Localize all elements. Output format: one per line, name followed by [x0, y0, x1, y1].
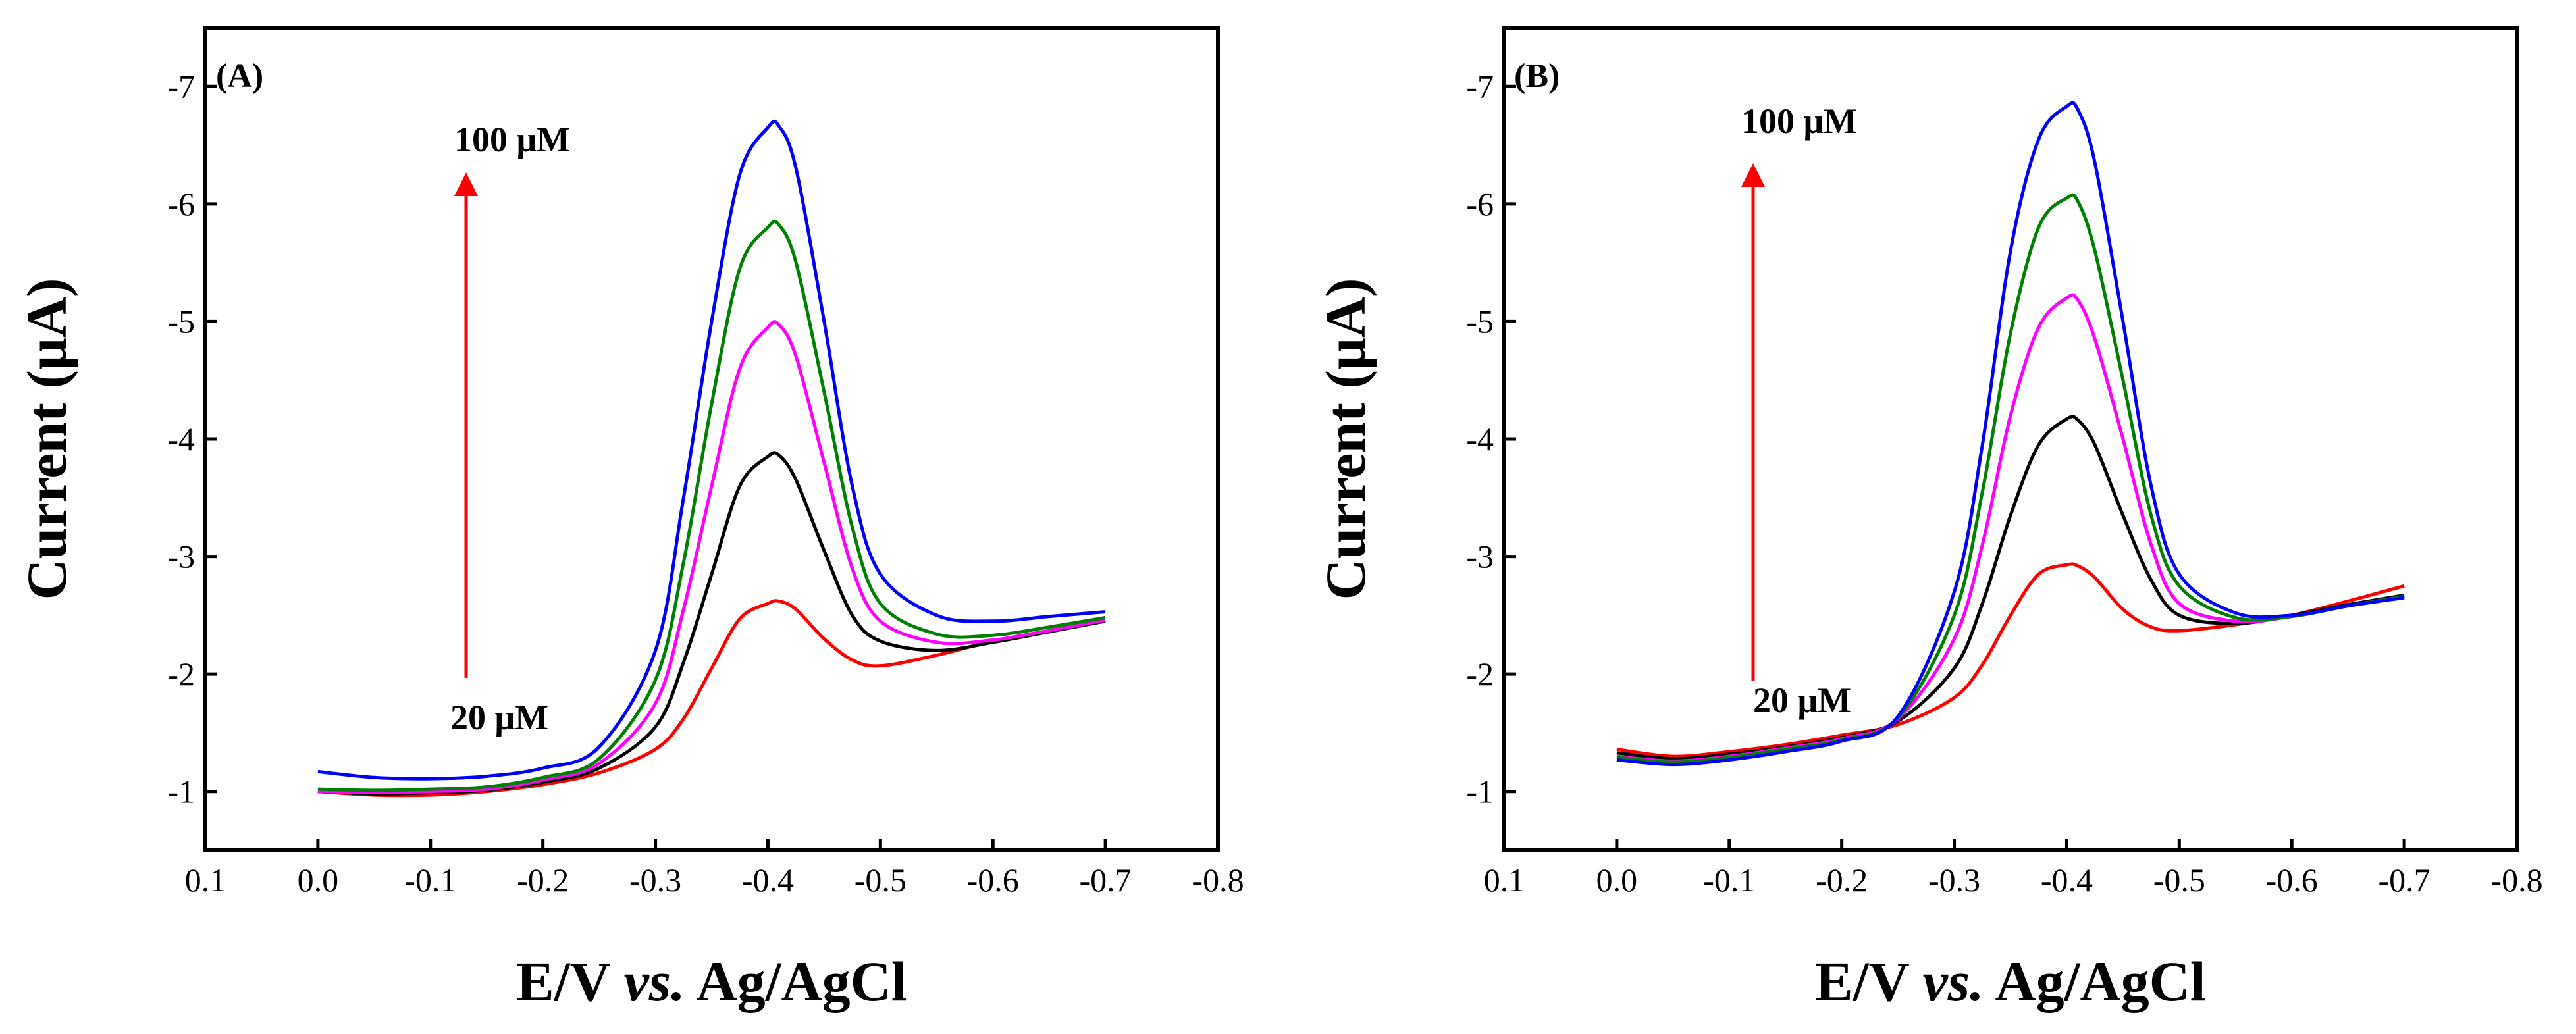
y-tick-label: -5 — [1466, 303, 1494, 340]
x-tick-label: -0.2 — [1816, 862, 1868, 898]
x-axis-label: E/V vs. Ag/AgCl — [1815, 950, 2205, 1013]
x-tick-label: -0.2 — [517, 862, 569, 898]
x-tick-label: 0.0 — [1596, 862, 1638, 898]
x-tick-label: -0.3 — [629, 862, 681, 898]
x-tick-label: -0.4 — [2041, 862, 2093, 898]
y-tick-label: -4 — [1466, 421, 1494, 457]
series-line — [317, 599, 1106, 798]
x-tick-label: -0.6 — [2266, 862, 2318, 898]
x-tick-label: 0.1 — [1484, 862, 1525, 898]
x-tick-label: -0.8 — [1192, 862, 1244, 898]
chart-panel-a: 0.1 0.0 -0.1 -0.2 -0.3 -0.4 -0.5 -0.6 -0.7 -0.8 -… — [15, 26, 1244, 1013]
series-line — [317, 451, 1106, 796]
x-axis-label-italic: vs. — [1923, 950, 1984, 1013]
x-axis-label-suffix: Ag/AgCl — [1984, 950, 2206, 1013]
panel-label: (B) — [1514, 57, 1560, 95]
series-line — [1616, 193, 2405, 764]
concentration-arrow-head — [454, 172, 478, 196]
x-tick-label: -0.1 — [1703, 862, 1755, 898]
concentration-arrow-head — [1741, 163, 1765, 187]
annotation-bottom: 20 μM — [450, 698, 548, 737]
series-line — [1616, 101, 2405, 767]
x-tick-label: -0.6 — [967, 862, 1019, 898]
x-tick-label: -0.4 — [742, 862, 794, 898]
x-tick-label: 0.1 — [185, 862, 226, 898]
series-line — [1616, 415, 2405, 761]
series-line — [317, 320, 1106, 794]
x-tick-label: -0.5 — [854, 862, 907, 898]
x-axis-label-prefix: E/V — [516, 950, 623, 1013]
panel-label: (A) — [216, 57, 263, 95]
y-tick-label: -7 — [167, 68, 195, 105]
series-layer — [1616, 101, 2405, 767]
y-tick-label: -1 — [167, 773, 195, 810]
y-axis-label: Current (μA) — [1314, 278, 1377, 600]
x-tick-label: -0.3 — [1928, 862, 1980, 898]
x-tick-label: -0.8 — [2490, 862, 2542, 898]
plot-frame — [1502, 26, 2519, 852]
y-ticks: -1 -2 -3 -4 -5 -6 -7 — [167, 68, 217, 810]
x-axis-label: E/V vs. Ag/AgCl — [516, 950, 907, 1013]
y-tick-label: -6 — [1466, 186, 1494, 222]
y-tick-label: -5 — [167, 303, 195, 340]
x-tick-label: -0.7 — [2379, 862, 2431, 898]
series-line — [1616, 293, 2405, 763]
series-line — [1616, 562, 2405, 758]
series-layer — [317, 119, 1106, 798]
x-axis-label-prefix: E/V — [1815, 950, 1922, 1013]
y-tick-label: -7 — [1466, 68, 1494, 105]
annotation-bottom: 20 μM — [1753, 681, 1851, 720]
series-line — [317, 219, 1106, 792]
y-tick-label: -3 — [1466, 538, 1494, 575]
x-ticks: 0.1 0.0 -0.1 -0.2 -0.3 -0.4 -0.5 -0.6 -0.7 -0.8 — [1484, 839, 2543, 898]
annotation-top: 100 μM — [454, 120, 570, 159]
chart-panel-b: 0.1 0.0 -0.1 -0.2 -0.3 -0.4 -0.5 -0.6 -0.7 -0.8 -… — [1314, 26, 2543, 1013]
y-ticks: -1 -2 -3 -4 -5 -6 -7 — [1466, 68, 1516, 810]
y-tick-label: -3 — [167, 538, 195, 575]
y-tick-label: -1 — [1466, 773, 1494, 810]
x-axis-label-italic: vs. — [624, 950, 685, 1013]
y-axis-label: Current (μA) — [15, 278, 78, 600]
annotation-top: 100 μM — [1741, 101, 1857, 141]
series-line — [317, 119, 1106, 781]
y-tick-label: -2 — [1466, 656, 1494, 692]
x-tick-label: -0.1 — [404, 862, 456, 898]
x-ticks: 0.1 0.0 -0.1 -0.2 -0.3 -0.4 -0.5 -0.6 -0.7 -0.8 — [185, 839, 1244, 898]
y-tick-label: -4 — [167, 421, 195, 457]
x-tick-label: -0.7 — [1080, 862, 1132, 898]
y-tick-label: -6 — [167, 186, 195, 222]
x-tick-label: 0.0 — [298, 862, 339, 898]
plot-frame — [203, 26, 1220, 852]
y-tick-label: -2 — [167, 656, 195, 692]
x-tick-label: -0.5 — [2153, 862, 2205, 898]
x-axis-label-suffix: Ag/AgCl — [685, 950, 907, 1013]
